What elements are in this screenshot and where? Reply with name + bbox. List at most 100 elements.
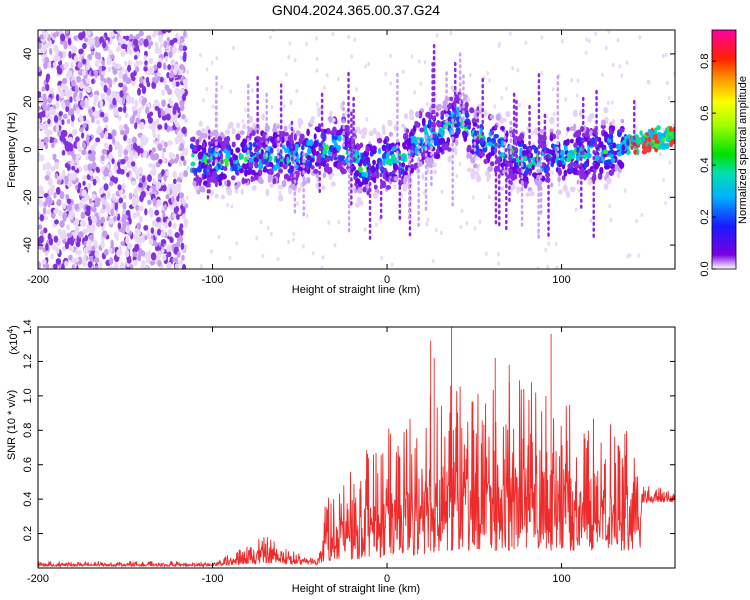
spectrogram-dot	[265, 122, 269, 127]
spectrogram-dot	[379, 160, 383, 166]
spectrogram-dot	[101, 230, 108, 238]
snr-x-tick-label: -100	[202, 573, 224, 585]
spectrogram-y-tick-label: 20	[22, 96, 34, 108]
spectrogram-dot	[347, 101, 350, 107]
spectrogram-dot	[352, 150, 355, 155]
spectrogram-dot	[42, 206, 47, 215]
spectrogram-dot	[76, 141, 81, 149]
spectrogram-dot	[138, 30, 144, 37]
spectrogram-dot	[182, 263, 187, 269]
spectrogram-dot	[458, 88, 462, 93]
spectrogram-dot	[458, 64, 462, 69]
spectrogram-dot	[528, 158, 531, 164]
spectrogram-dot	[134, 199, 139, 206]
spectrogram-dot	[126, 45, 132, 54]
spectrogram-dot	[592, 233, 596, 238]
spectrogram-dot	[159, 42, 164, 49]
spectrogram-dot	[168, 51, 173, 59]
spectrogram-dot	[592, 179, 596, 185]
spectrogram-dot	[81, 197, 86, 204]
spectrogram-dot	[350, 177, 353, 182]
spectrogram-dot	[265, 104, 269, 110]
spectrogram-dot	[432, 44, 436, 49]
spectrogram-dot	[451, 172, 454, 177]
spectrogram-dot	[379, 208, 383, 214]
spectrogram-dot	[41, 102, 47, 110]
spectrogram-dot	[433, 169, 437, 175]
spectrogram-dot	[494, 124, 498, 130]
spectrogram-dot	[396, 96, 399, 102]
spectrogram-dot	[142, 149, 148, 158]
spectrogram-dot	[374, 222, 378, 227]
spectrogram-dot	[427, 118, 432, 127]
spectrogram-dot	[94, 39, 100, 48]
spectrogram-dot	[50, 253, 54, 260]
spectrogram-dot	[207, 147, 211, 152]
spectrogram-dot	[293, 155, 297, 160]
spectrogram-dot	[293, 197, 297, 202]
spectrogram-dot	[136, 230, 142, 237]
spectrogram-dot	[46, 209, 51, 215]
spectrogram-dot	[256, 111, 259, 117]
spectrogram-dot	[162, 216, 167, 223]
spectrogram-dot	[453, 85, 457, 91]
spectrogram-dot	[96, 197, 101, 203]
spectrogram-dot	[201, 98, 205, 103]
spectrogram-dot	[94, 249, 100, 258]
spectrogram-dot	[371, 172, 376, 178]
spectrogram-dot	[565, 131, 569, 136]
spectrogram-dot	[581, 144, 585, 150]
spectrogram-dot	[287, 55, 291, 60]
spectrogram-dot	[379, 214, 383, 220]
spectrogram-dot	[290, 144, 294, 149]
spectrogram-dot	[180, 204, 184, 211]
spectrogram-dot	[599, 166, 604, 175]
spectrogram-dot	[606, 159, 612, 166]
spectrogram-dot	[45, 243, 49, 251]
spectrogram-dot	[121, 43, 127, 50]
spectrogram-dot	[265, 92, 269, 98]
spectrogram-dot	[82, 180, 86, 186]
spectrogram-dot	[430, 181, 433, 187]
spectrogram-dot	[100, 208, 105, 214]
spectrogram-dot	[415, 121, 421, 128]
spectrogram-dot	[166, 36, 170, 42]
spectrogram-dot	[424, 140, 428, 146]
spectrogram-dot	[633, 149, 638, 155]
spectrogram-dot	[512, 128, 516, 133]
spectrogram-dot	[86, 174, 91, 181]
spectrogram-dot	[440, 115, 445, 120]
spectrogram-dot	[312, 148, 317, 157]
spectrogram-dot	[609, 217, 613, 223]
spectrogram-dot	[196, 129, 202, 136]
spectrogram-dot	[379, 196, 383, 202]
spectrogram-dot	[556, 111, 560, 116]
spectrogram-dot	[584, 50, 588, 56]
snr-y-tick-label: 0.2	[22, 526, 34, 541]
spectrogram-dot	[279, 149, 283, 154]
spectrogram-dot	[290, 138, 294, 144]
spectrogram-dot	[57, 85, 62, 93]
spectrogram-dot	[405, 165, 409, 172]
spectrogram-dot	[261, 113, 265, 121]
spectrogram-dot	[90, 144, 96, 152]
spectrogram-dot	[86, 208, 91, 217]
spectrogram-dot	[112, 97, 117, 106]
spectrogram-dot	[157, 260, 162, 267]
spectrogram-dot	[175, 137, 179, 145]
spectrogram-dot	[133, 142, 138, 151]
spectrogram-dot	[251, 129, 256, 137]
spectrogram-dot	[73, 55, 78, 63]
spectrogram-dot	[154, 209, 160, 216]
spectrogram-dot	[105, 95, 110, 101]
spectrogram-dot	[138, 215, 143, 223]
spectrogram-dot	[445, 83, 448, 88]
spectrogram-dot	[483, 158, 489, 164]
spectrogram-dot	[103, 142, 109, 149]
spectrogram-dot	[430, 169, 433, 175]
spectrogram-dot	[510, 180, 513, 186]
spectrogram-dot	[473, 153, 477, 158]
spectrogram-dot	[398, 179, 402, 185]
spectrogram-dot	[350, 195, 353, 200]
spectrogram-dot	[229, 159, 234, 167]
